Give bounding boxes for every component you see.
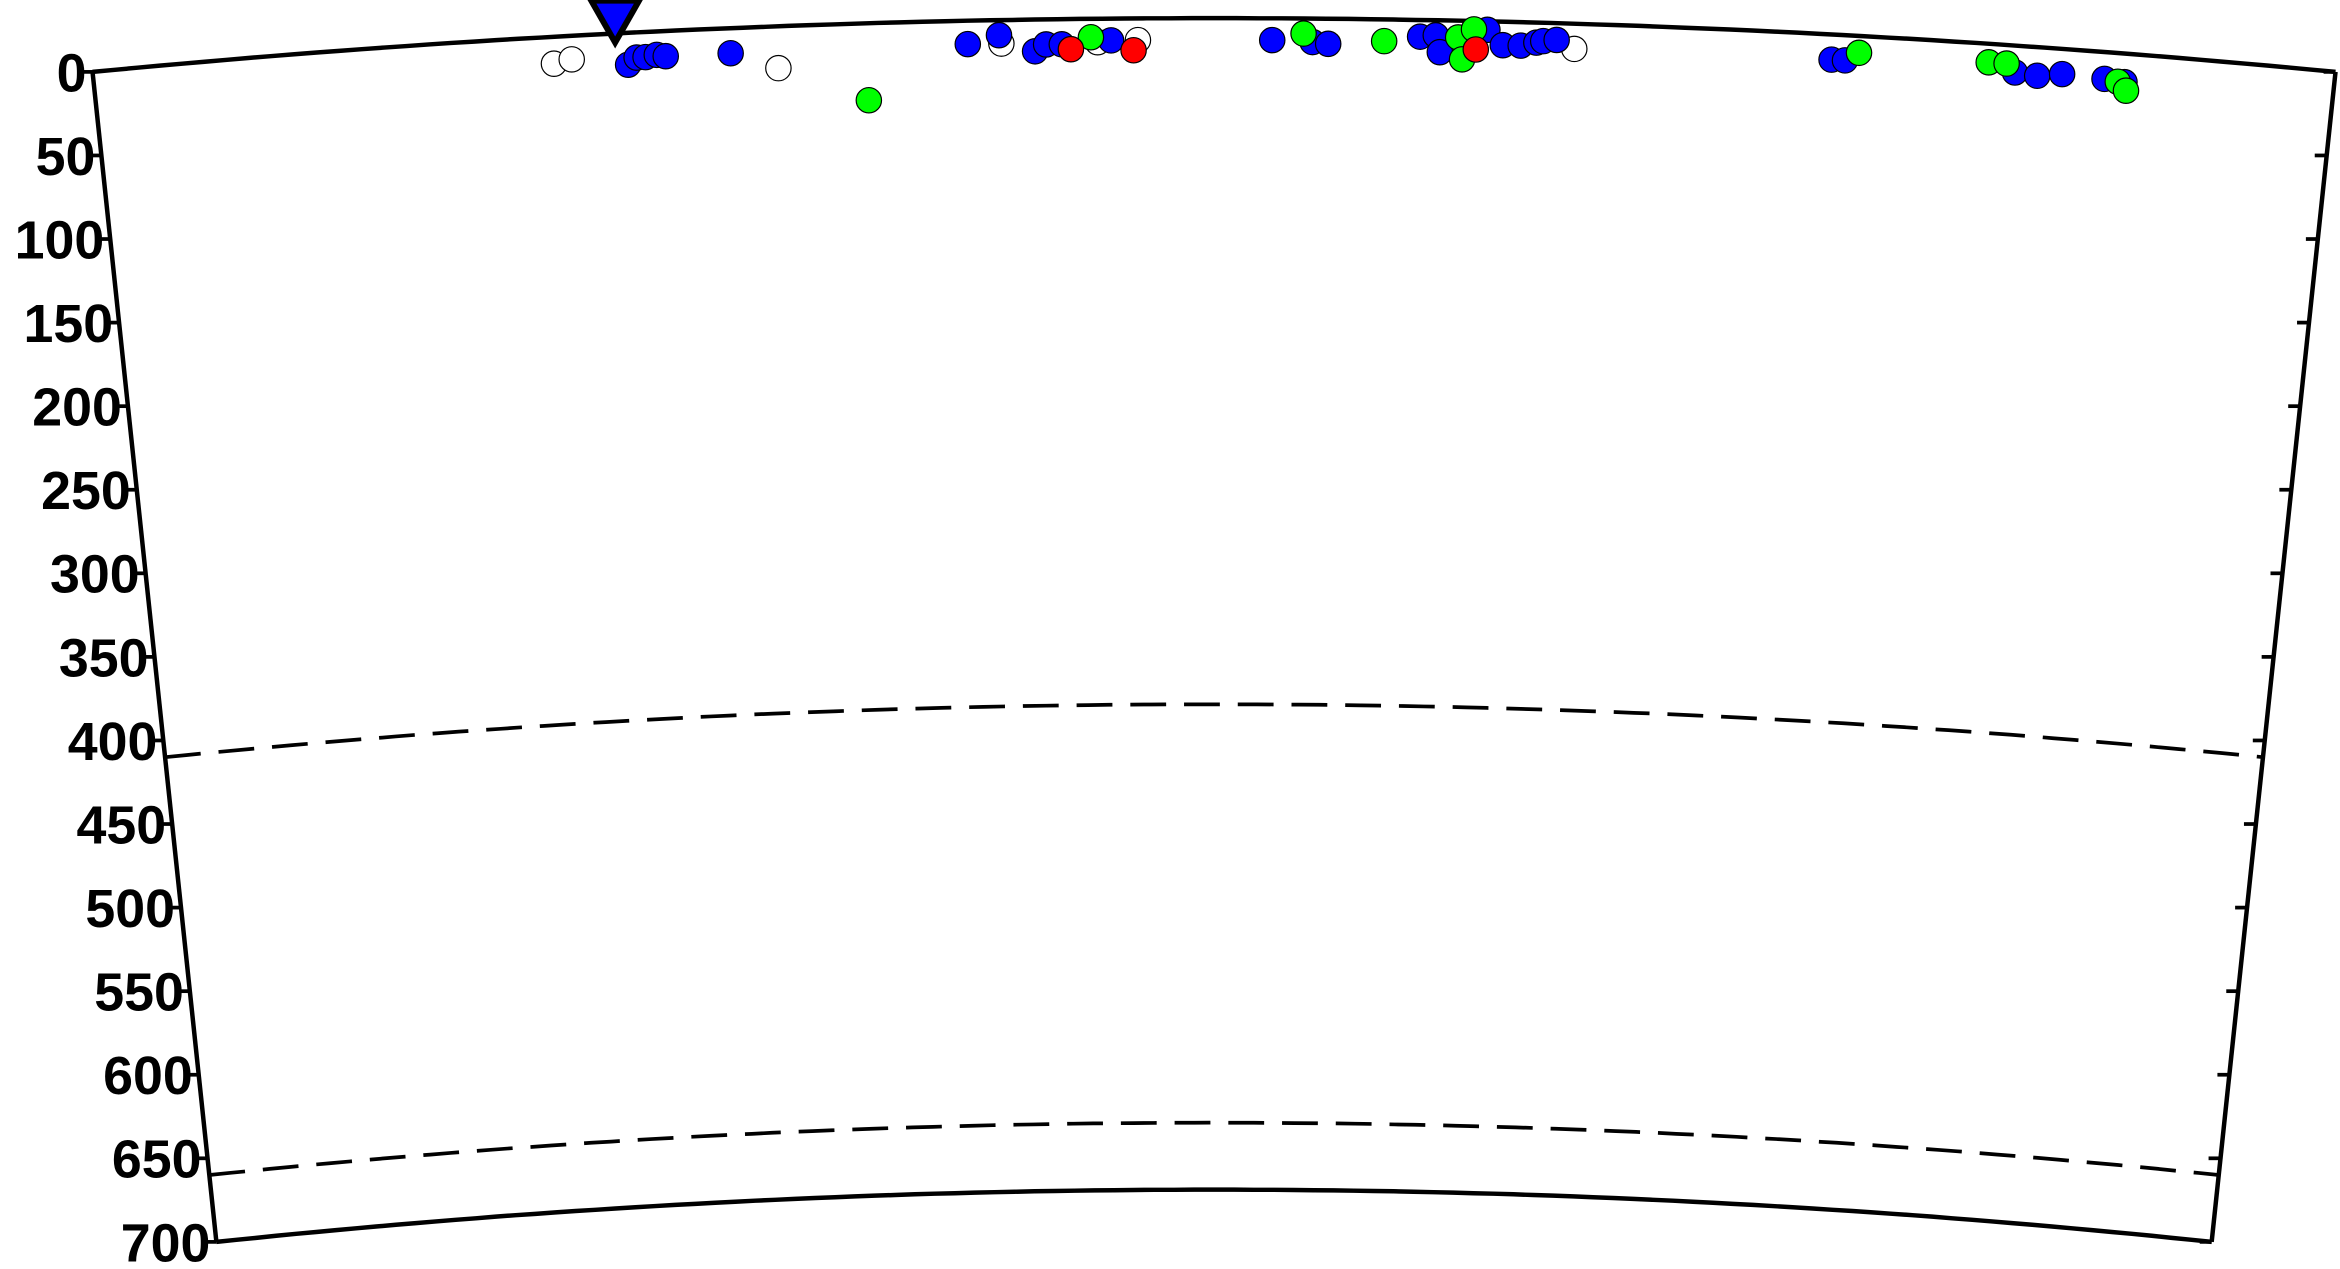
depth-label: 550 bbox=[94, 963, 184, 1023]
bottom-line bbox=[216, 1187, 2212, 1245]
depth-label: 50 bbox=[36, 127, 96, 187]
surface-line bbox=[92, 15, 2336, 75]
event-point bbox=[1120, 36, 1147, 64]
discontinuities bbox=[164, 702, 2264, 1177]
depth-label: 650 bbox=[112, 1130, 202, 1190]
discontinuity-410-line bbox=[164, 702, 2264, 760]
event-point bbox=[1290, 20, 1317, 47]
event-point bbox=[1370, 27, 1398, 55]
event-point bbox=[2023, 62, 2051, 90]
event-point bbox=[954, 30, 982, 58]
station-triangle-icon bbox=[587, 0, 643, 49]
depth-label: 600 bbox=[103, 1046, 193, 1106]
event-point bbox=[2112, 77, 2140, 104]
event-point bbox=[717, 39, 744, 67]
discontinuity-660-line bbox=[209, 1120, 2219, 1177]
event-point bbox=[558, 46, 586, 73]
depth-label: 0 bbox=[57, 43, 87, 103]
depth-label: 150 bbox=[23, 294, 113, 354]
frame bbox=[90, 15, 2338, 1245]
event-point bbox=[985, 21, 1013, 49]
depth-label: 100 bbox=[15, 210, 105, 270]
event-point bbox=[855, 86, 883, 114]
depth-label: 700 bbox=[121, 1213, 211, 1269]
events bbox=[540, 16, 2140, 114]
depth-label: 500 bbox=[85, 879, 175, 939]
event-point bbox=[1057, 35, 1085, 63]
depth-label: 350 bbox=[59, 628, 149, 688]
event-point bbox=[2048, 60, 2076, 88]
depth-label: 400 bbox=[68, 712, 158, 772]
event-point bbox=[1077, 23, 1105, 51]
station bbox=[587, 0, 643, 49]
depth-ticks bbox=[80, 70, 2336, 1244]
event-point bbox=[1845, 39, 1873, 67]
depth-label: 450 bbox=[77, 795, 167, 855]
event-point bbox=[765, 54, 792, 82]
event-point bbox=[1314, 30, 1342, 58]
depth-label: 250 bbox=[41, 461, 131, 521]
depth-label: 300 bbox=[50, 545, 140, 605]
depth-tick-labels: 0 50 100 150 200 250 300 350 400 450 500 550 600 650 7… bbox=[15, 43, 211, 1269]
depth-label: 200 bbox=[32, 378, 122, 438]
event-point bbox=[1993, 50, 2020, 77]
event-point bbox=[1462, 36, 1490, 63]
event-point bbox=[1543, 26, 1570, 54]
event-point bbox=[652, 42, 680, 70]
event-point bbox=[1258, 26, 1286, 54]
